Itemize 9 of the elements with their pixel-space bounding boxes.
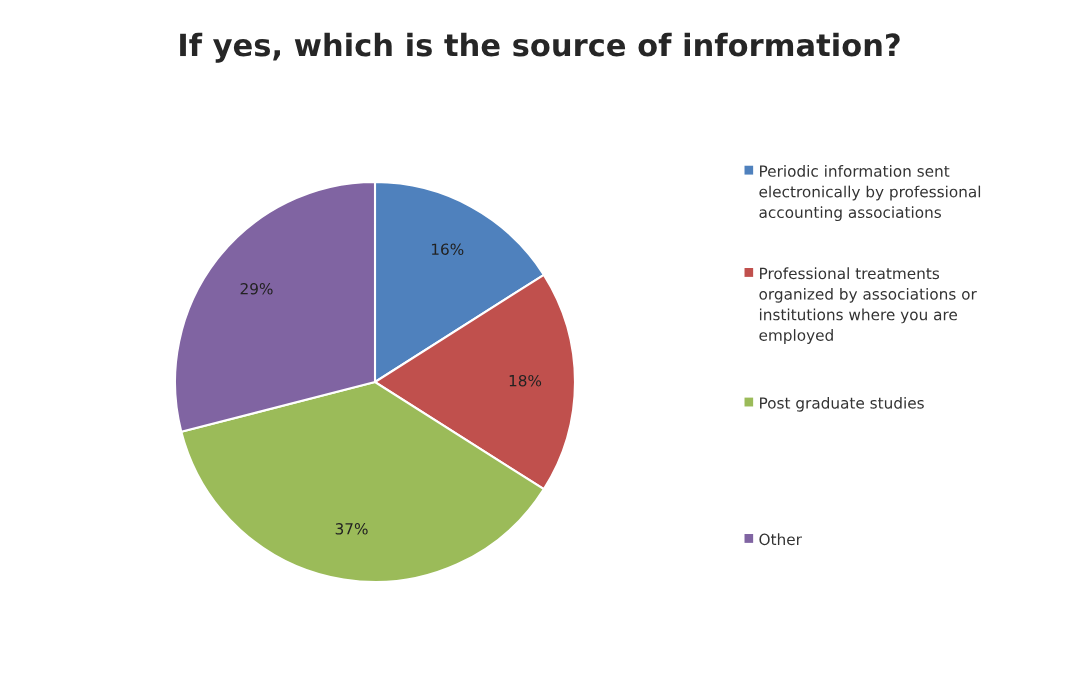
legend-label: Other [759,533,802,546]
legend-label: Post graduate studies [760,396,924,412]
data-label: 37% [335,523,368,535]
legend-label: Periodic information sent electronically by professional accounting associations [759,165,981,222]
chart-title: If yes, which is the source of information? [180,32,900,63]
data-label: 16% [431,243,464,255]
data-label: 18% [509,374,542,387]
legend-label: Professional treatments organized by associations or institutions where you are employed [759,267,977,344]
data-label: 29% [240,282,273,295]
